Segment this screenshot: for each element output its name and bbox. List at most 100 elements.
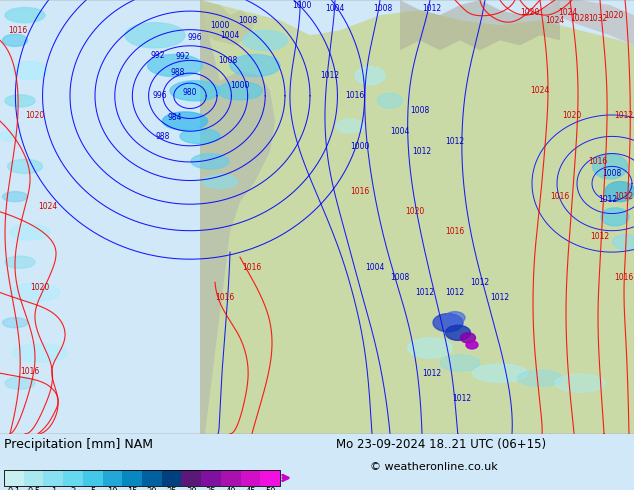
Ellipse shape <box>460 333 476 343</box>
Ellipse shape <box>605 181 634 202</box>
Ellipse shape <box>162 112 207 130</box>
Text: 1024: 1024 <box>545 16 565 24</box>
Text: Mo 23-09-2024 18..21 UTC (06+15): Mo 23-09-2024 18..21 UTC (06+15) <box>336 438 546 451</box>
Text: 1012: 1012 <box>422 3 441 13</box>
Text: 1004: 1004 <box>365 263 385 272</box>
Ellipse shape <box>612 235 634 249</box>
Text: 1024: 1024 <box>39 202 58 211</box>
Text: 1012: 1012 <box>320 71 340 80</box>
Text: 15: 15 <box>127 488 138 490</box>
Text: 1000: 1000 <box>210 21 230 30</box>
Text: 1032: 1032 <box>588 14 607 23</box>
Text: 1000: 1000 <box>351 142 370 151</box>
Text: 1008: 1008 <box>373 3 392 13</box>
Ellipse shape <box>170 81 220 101</box>
Text: 1020: 1020 <box>30 283 49 292</box>
Bar <box>240 470 261 486</box>
Text: 1: 1 <box>51 488 56 490</box>
Text: 996: 996 <box>153 91 167 100</box>
Text: 1012: 1012 <box>446 288 465 297</box>
Ellipse shape <box>440 355 480 371</box>
Bar <box>162 470 181 486</box>
Ellipse shape <box>242 30 287 50</box>
Text: 1004: 1004 <box>391 126 410 136</box>
Text: 20: 20 <box>146 488 157 490</box>
Text: 1016: 1016 <box>351 187 370 196</box>
Ellipse shape <box>8 159 42 173</box>
Text: 1028: 1028 <box>571 14 590 23</box>
Ellipse shape <box>433 314 463 332</box>
Ellipse shape <box>601 208 629 226</box>
Text: 1008: 1008 <box>218 56 238 65</box>
Ellipse shape <box>445 312 465 324</box>
Text: 45: 45 <box>245 488 256 490</box>
Ellipse shape <box>5 95 35 107</box>
Ellipse shape <box>3 34 27 47</box>
Polygon shape <box>200 0 634 434</box>
Ellipse shape <box>355 67 385 85</box>
Ellipse shape <box>180 128 220 144</box>
Text: 0.1: 0.1 <box>8 488 20 490</box>
Text: 1024: 1024 <box>531 86 550 95</box>
Text: 1016: 1016 <box>20 367 39 376</box>
Text: 1016: 1016 <box>550 192 569 201</box>
Text: 1012: 1012 <box>413 147 432 156</box>
Text: 1004: 1004 <box>220 31 240 40</box>
Text: 1020: 1020 <box>604 11 624 20</box>
Bar <box>142 470 162 486</box>
Text: 1016: 1016 <box>445 227 465 237</box>
Polygon shape <box>550 0 634 46</box>
Ellipse shape <box>0 131 20 141</box>
Text: 1020: 1020 <box>25 112 44 121</box>
Text: 996: 996 <box>188 33 202 42</box>
Text: 1016: 1016 <box>588 157 607 166</box>
Ellipse shape <box>377 93 403 108</box>
Text: 988: 988 <box>171 68 185 77</box>
Text: 40: 40 <box>226 488 236 490</box>
Bar <box>63 470 83 486</box>
Text: 30: 30 <box>186 488 197 490</box>
Bar <box>23 470 43 486</box>
Ellipse shape <box>593 154 628 179</box>
Bar <box>201 470 221 486</box>
Ellipse shape <box>408 338 453 358</box>
Text: 1012: 1012 <box>415 288 434 297</box>
Text: 1016: 1016 <box>346 91 365 100</box>
Bar <box>261 470 280 486</box>
Ellipse shape <box>202 174 238 189</box>
Ellipse shape <box>5 256 35 268</box>
Text: 1020: 1020 <box>405 207 425 216</box>
Text: 992: 992 <box>151 51 165 60</box>
Text: 1020: 1020 <box>521 8 540 17</box>
Ellipse shape <box>472 364 527 382</box>
Ellipse shape <box>555 374 605 392</box>
Bar <box>122 470 142 486</box>
Text: 35: 35 <box>205 488 216 490</box>
Text: 50: 50 <box>265 488 275 490</box>
Text: 1012: 1012 <box>491 293 510 302</box>
Text: 1016: 1016 <box>614 273 633 282</box>
Ellipse shape <box>125 23 185 48</box>
Ellipse shape <box>148 54 202 76</box>
Text: 1000: 1000 <box>292 0 312 9</box>
Ellipse shape <box>446 325 470 341</box>
Ellipse shape <box>10 283 60 301</box>
Text: 1008: 1008 <box>238 16 257 24</box>
Text: 5: 5 <box>90 488 95 490</box>
Ellipse shape <box>3 192 27 202</box>
Text: 0.5: 0.5 <box>27 488 40 490</box>
Bar <box>4 470 280 486</box>
Bar <box>4 470 23 486</box>
Polygon shape <box>400 0 560 50</box>
Ellipse shape <box>336 119 364 133</box>
Text: 988: 988 <box>156 132 170 141</box>
Text: 1008: 1008 <box>602 169 621 178</box>
Text: 992: 992 <box>176 52 190 61</box>
Ellipse shape <box>217 82 262 100</box>
Text: 1024: 1024 <box>559 8 578 17</box>
Text: 1000: 1000 <box>230 81 250 90</box>
Text: 10: 10 <box>107 488 118 490</box>
Text: 1016: 1016 <box>216 293 235 302</box>
Text: 980: 980 <box>183 88 197 98</box>
Ellipse shape <box>13 62 48 80</box>
